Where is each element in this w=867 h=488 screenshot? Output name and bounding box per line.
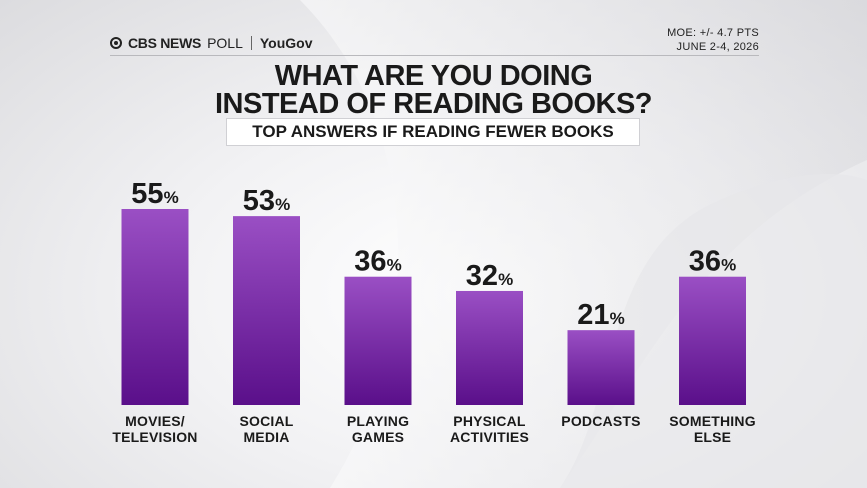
brand-yougov: YouGov (259, 35, 313, 51)
brand-poll: POLL (207, 35, 243, 51)
category-label-1-line-1: MEDIA (243, 429, 289, 445)
cbs-eye-logo-icon (110, 37, 122, 49)
value-label-4: 21% (577, 299, 624, 331)
brand-cbs-news: CBS NEWS (128, 35, 202, 51)
brand-lockup: CBS NEWS POLL YouGov (110, 33, 313, 53)
bar-5 (679, 276, 746, 405)
value-label-5: 36% (689, 246, 736, 278)
category-label-5-line-1: ELSE (694, 429, 731, 445)
header-divider (110, 55, 759, 56)
chart-subtitle-text: TOP ANSWERS IF READING FEWER BOOKS (252, 122, 614, 141)
category-label-3-line-0: PHYSICAL (453, 413, 526, 429)
chart-title-line-1: WHAT ARE YOU DOING (274, 60, 593, 92)
bar-0 (121, 209, 189, 405)
value-label-2: 36% (354, 246, 401, 278)
brand-divider (250, 36, 252, 50)
category-label-4-line-0: PODCASTS (561, 413, 640, 429)
category-label-0-line-0: MOVIES/ (125, 413, 185, 429)
category-label-1-line-0: SOCIAL (239, 413, 293, 429)
category-label-2-line-1: GAMES (352, 429, 404, 445)
bar-3 (456, 290, 523, 405)
category-label-3-line-1: ACTIVITIES (450, 429, 529, 445)
bar-4 (567, 330, 635, 405)
bar-1 (233, 216, 300, 405)
chart-subtitle: TOP ANSWERS IF READING FEWER BOOKS (226, 118, 640, 146)
bar-2 (344, 276, 412, 405)
category-label-5-line-0: SOMETHING (669, 413, 756, 429)
value-label-0: 55% (131, 178, 178, 210)
category-label-0-line-1: TELEVISION (112, 429, 197, 445)
value-label-1: 53% (243, 185, 290, 217)
poll-dates: JUNE 2-4, 2026 (676, 41, 759, 53)
value-label-3: 32% (466, 260, 513, 292)
chart-title-line-2: INSTEAD OF READING BOOKS? (214, 88, 653, 120)
poll-meta: MOE: +/- 4.7 PTS JUNE 2-4, 2026 (667, 26, 759, 54)
category-label-2-line-0: PLAYING (347, 413, 409, 429)
margin-of-error: MOE: +/- 4.7 PTS (667, 27, 759, 39)
chart-title: WHAT ARE YOU DOING INSTEAD OF READING BO… (0, 60, 867, 120)
